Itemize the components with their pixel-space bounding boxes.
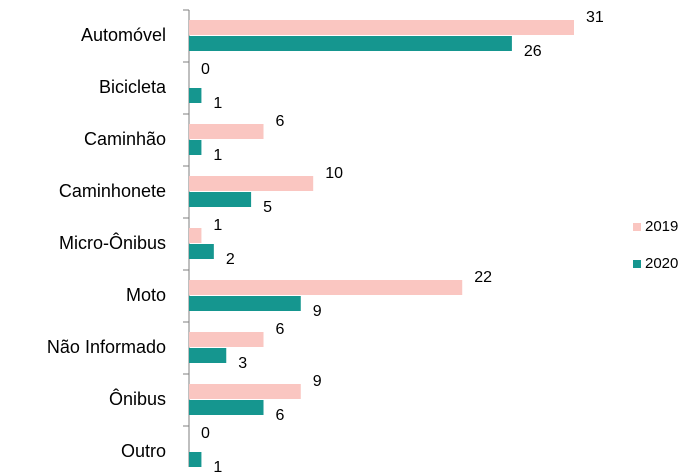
- bar: [189, 348, 227, 363]
- data-label: 0: [201, 61, 210, 78]
- data-label: 6: [276, 321, 285, 338]
- bar: [189, 88, 202, 103]
- category-label: Micro-Ônibus: [59, 232, 166, 253]
- data-label: 1: [213, 147, 222, 164]
- bar: [189, 192, 252, 207]
- bar: [189, 296, 301, 311]
- data-label: 22: [474, 269, 492, 286]
- data-label: 5: [263, 199, 272, 216]
- bar: [189, 124, 264, 139]
- legend-swatch: [633, 260, 641, 268]
- data-label: 1: [213, 217, 222, 234]
- data-label: 3: [238, 355, 247, 372]
- data-label: 2: [226, 251, 235, 268]
- bar: [189, 452, 202, 467]
- bar: [189, 20, 574, 35]
- legend-swatch: [633, 223, 641, 231]
- data-label: 31: [586, 9, 604, 26]
- bar: [189, 228, 202, 243]
- legend-label: 2020: [645, 255, 678, 272]
- bar: [189, 36, 512, 51]
- legend-label: 2019: [645, 218, 678, 235]
- category-label: Ônibus: [109, 388, 166, 409]
- bar: [189, 244, 214, 259]
- category-label: Não Informado: [47, 337, 166, 357]
- bar: [189, 176, 314, 191]
- category-label: Caminhonete: [59, 181, 166, 201]
- data-label: 1: [213, 459, 222, 476]
- bar: [189, 400, 264, 415]
- category-label: Caminhão: [84, 129, 166, 149]
- bar: [189, 332, 264, 347]
- data-label: 6: [276, 113, 285, 130]
- bar: [189, 140, 202, 155]
- data-label: 0: [201, 425, 210, 442]
- data-label: 1: [213, 95, 222, 112]
- category-label: Moto: [126, 285, 166, 305]
- data-label: 9: [313, 373, 322, 390]
- category-label: Automóvel: [81, 25, 166, 45]
- data-label: 9: [313, 303, 322, 320]
- bar: [189, 384, 301, 399]
- data-label: 10: [325, 165, 343, 182]
- data-label: 6: [276, 407, 285, 424]
- data-label: 26: [524, 43, 542, 60]
- bar: [189, 280, 463, 295]
- category-label: Outro: [121, 441, 166, 461]
- category-label: Bicicleta: [99, 77, 167, 97]
